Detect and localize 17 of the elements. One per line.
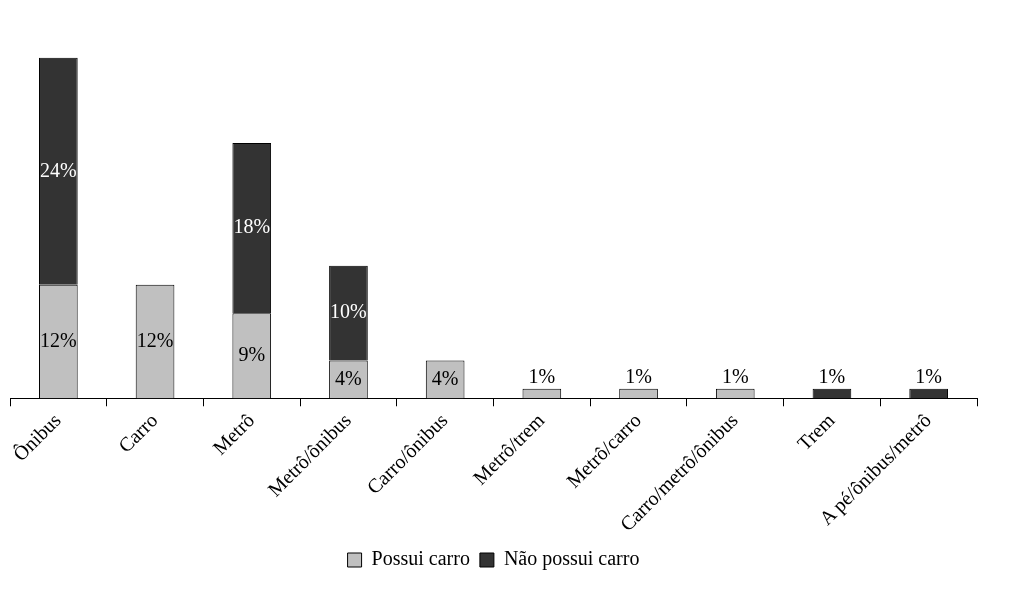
data-label: 18% bbox=[233, 215, 271, 238]
legend-label: Possui carro bbox=[371, 547, 470, 570]
data-label: 1% bbox=[818, 365, 846, 388]
data-label: 24% bbox=[40, 158, 77, 181]
data-label: 9% bbox=[238, 342, 266, 365]
data-label: 1% bbox=[625, 365, 652, 388]
data-label: 12% bbox=[136, 328, 174, 351]
data-label: 4% bbox=[431, 366, 459, 389]
data-label: 4% bbox=[335, 366, 362, 389]
data-label: 1% bbox=[721, 365, 749, 388]
data-label: 1% bbox=[915, 365, 942, 388]
x-tick-label: Trem bbox=[792, 408, 839, 455]
data-label: 10% bbox=[330, 300, 367, 323]
legend-label: Não possui carro bbox=[503, 547, 640, 571]
x-tick-label: Carro bbox=[113, 408, 162, 457]
data-label: 12% bbox=[40, 328, 77, 351]
data-label: 1% bbox=[528, 365, 556, 388]
